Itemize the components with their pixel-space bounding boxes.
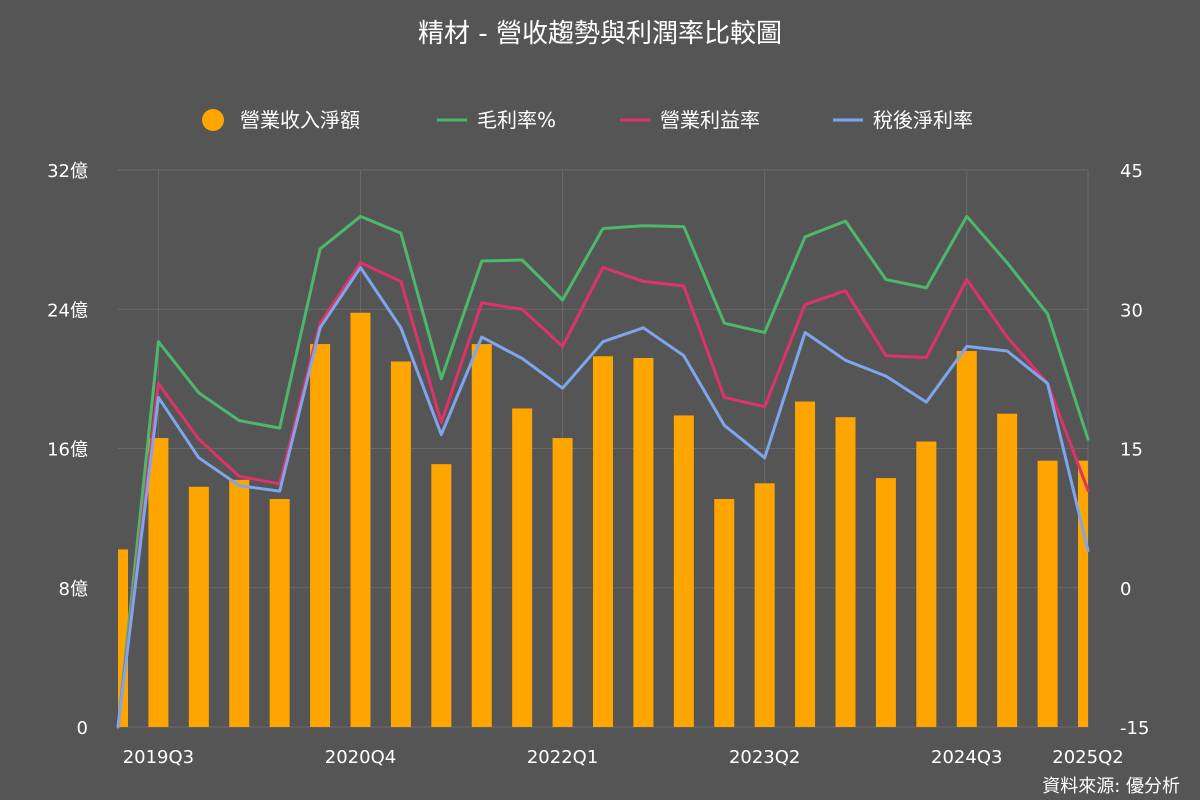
legend-label-revenue: 營業收入淨額: [240, 108, 360, 132]
x-axis-tick-label: 2025Q2: [1052, 747, 1123, 768]
right-axis-tick-label: 45: [1120, 161, 1143, 182]
revenue-bar: [512, 408, 533, 727]
revenue-bar: [471, 344, 492, 727]
revenue-bar: [875, 478, 896, 727]
x-axis: 2019Q3 2020Q4 2022Q1 2023Q2 2024Q3 2025Q2: [123, 747, 1124, 768]
revenue-bar: [188, 486, 209, 727]
legend-label-gross-margin: 毛利率%: [477, 108, 556, 132]
right-axis-tick-label: 15: [1120, 440, 1143, 461]
revenue-bar: [1078, 460, 1088, 727]
legend-label-net-margin: 稅後淨利率: [873, 108, 973, 132]
right-axis: -15 0 15 30 45: [1120, 161, 1149, 739]
revenue-bar: [673, 415, 694, 727]
gross-margin-line: [116, 214, 1090, 729]
revenue-bar: [835, 417, 856, 727]
legend-marker-revenue: [202, 109, 224, 131]
revenue-bar: [148, 438, 169, 727]
x-axis-tick-label: 2023Q2: [729, 747, 800, 768]
right-axis-tick-label: 30: [1120, 300, 1143, 321]
revenue-bar: [390, 361, 411, 727]
revenue-bar: [714, 498, 735, 727]
margin-lines: [116, 214, 1090, 729]
left-axis: 0 8億 16億 24億 32億: [47, 161, 88, 739]
right-axis-tick-label: 0: [1120, 579, 1131, 600]
revenue-bar: [593, 356, 613, 727]
revenue-bar: [118, 549, 128, 727]
revenue-bar: [916, 441, 937, 727]
legend-item-operating-margin[interactable]: 營業利益率: [620, 108, 760, 132]
legend-item-revenue[interactable]: 營業收入淨額: [202, 108, 360, 132]
x-axis-tick-label: 2020Q4: [325, 747, 396, 768]
left-axis-tick-label: 32億: [47, 161, 88, 182]
chart-title: 精材 - 營收趨勢與利潤率比較圖: [418, 19, 782, 49]
revenue-bars: [118, 312, 1088, 727]
net-margin-line: [116, 266, 1090, 729]
revenue-bar: [1037, 460, 1058, 727]
left-axis-tick-label: 24億: [47, 300, 88, 321]
left-axis-tick-label: 8億: [59, 579, 88, 600]
revenue-bar: [431, 464, 452, 727]
x-axis-tick-label: 2022Q1: [527, 747, 598, 768]
revenue-bar: [552, 438, 573, 727]
operating-margin-line: [116, 261, 1090, 729]
revenue-bar: [310, 344, 331, 727]
right-axis-tick-label: -15: [1120, 718, 1149, 739]
revenue-bar: [956, 351, 977, 727]
legend-label-operating-margin: 營業利益率: [660, 108, 760, 132]
revenue-bar: [229, 479, 250, 727]
revenue-bar: [754, 483, 775, 727]
legend[interactable]: 營業收入淨額 毛利率% 營業利益率 稅後淨利率: [202, 108, 973, 132]
source-note: 資料來源: 優分析: [1042, 776, 1180, 797]
legend-item-net-margin[interactable]: 稅後淨利率: [833, 108, 973, 132]
revenue-bar: [633, 357, 654, 727]
revenue-bar: [350, 312, 371, 727]
x-axis-tick-label: 2024Q3: [931, 747, 1002, 768]
left-axis-tick-label: 16億: [47, 440, 88, 461]
legend-item-gross-margin[interactable]: 毛利率%: [437, 108, 556, 132]
x-axis-tick-label: 2019Q3: [123, 747, 194, 768]
revenue-bar: [269, 498, 290, 727]
left-axis-tick-label: 0: [77, 718, 88, 739]
revenue-bar: [997, 413, 1018, 727]
revenue-bar: [795, 401, 816, 727]
